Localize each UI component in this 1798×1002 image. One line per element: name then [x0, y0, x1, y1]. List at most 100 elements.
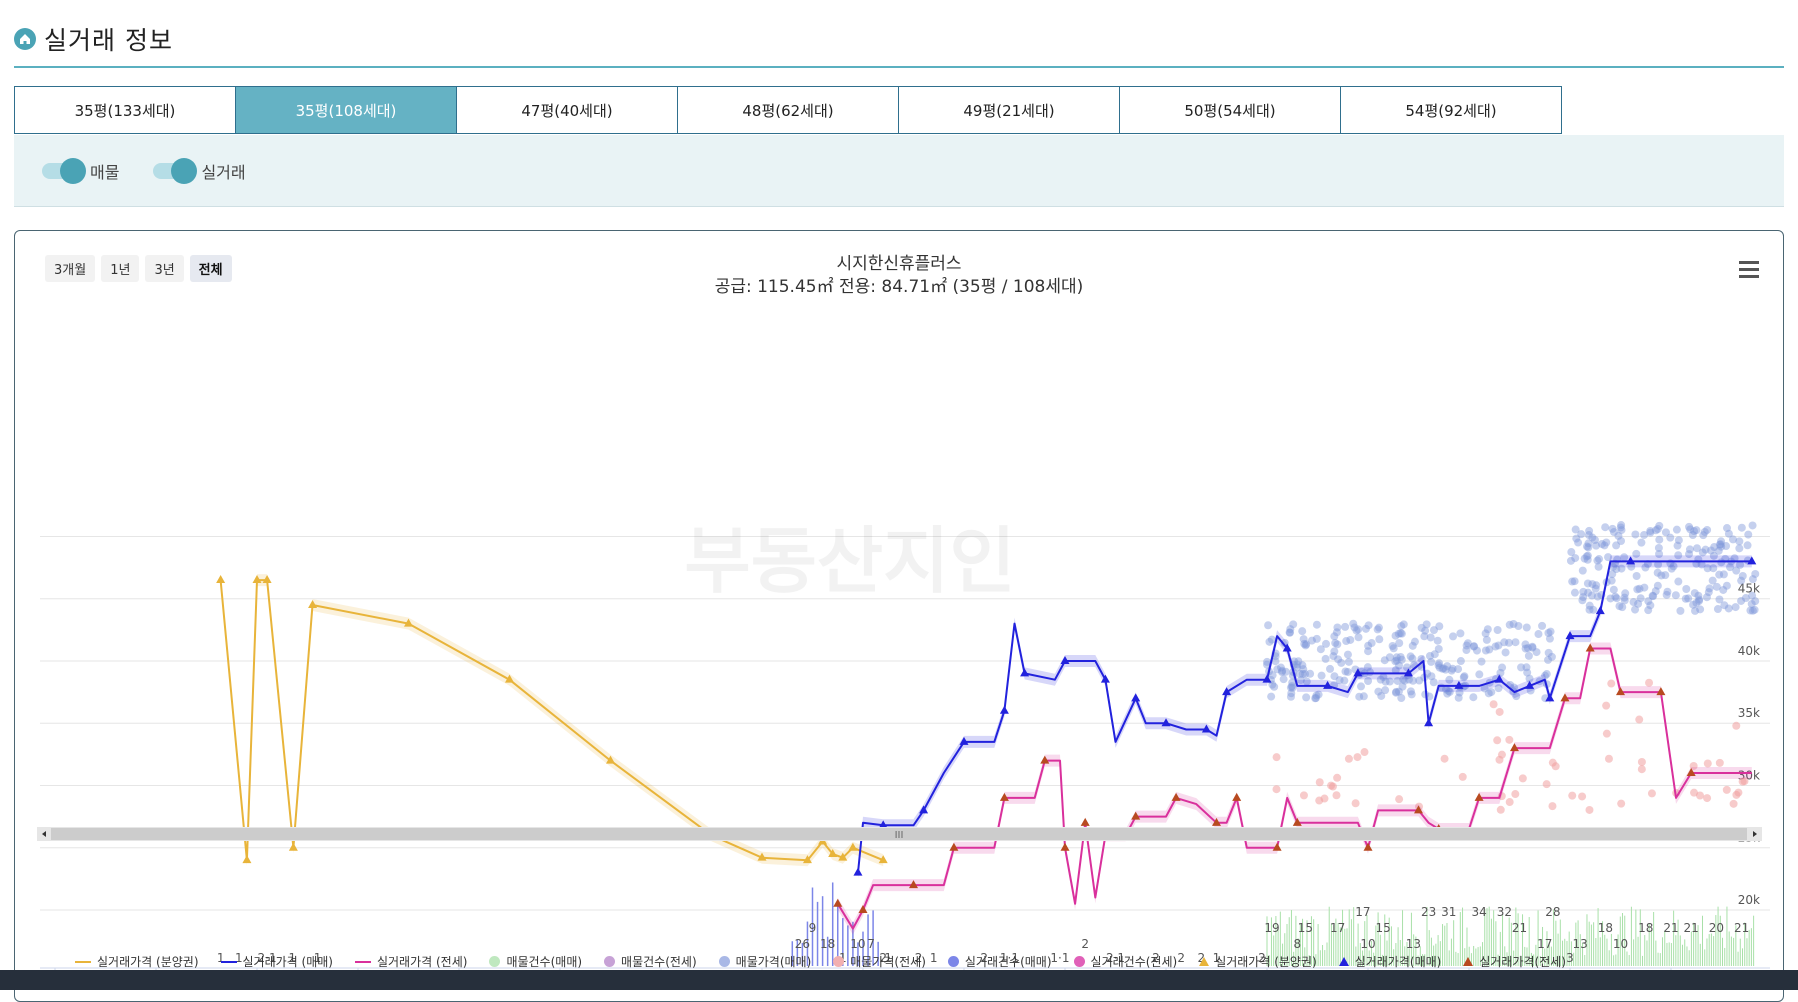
trade-marker[interactable]	[1272, 842, 1282, 851]
legend-item[interactable]: 실거래가격 (분양권)	[75, 953, 199, 970]
trade-marker[interactable]	[1424, 718, 1434, 727]
legend-item[interactable]: 실거래건수(매매)	[947, 953, 1052, 970]
legend-item[interactable]: 매물가격(전세)	[833, 953, 926, 970]
range-button-0[interactable]: 3개월	[45, 255, 96, 282]
hamburger-menu-icon[interactable]	[1739, 261, 1759, 282]
trade-marker[interactable]	[1560, 693, 1570, 702]
trade-marker[interactable]	[853, 867, 863, 876]
legend-item[interactable]: 실거래가격(매매)	[1338, 953, 1441, 970]
tab-size-5[interactable]: 50평(54세대)	[1120, 86, 1341, 134]
trade-marker[interactable]	[1100, 674, 1110, 683]
trade-marker[interactable]	[1686, 768, 1696, 777]
listing-point-sale	[1364, 677, 1373, 686]
trade-marker[interactable]	[1040, 755, 1050, 764]
trade-marker[interactable]	[1545, 693, 1555, 702]
trade-marker[interactable]	[909, 880, 918, 889]
trade-marker[interactable]	[878, 855, 888, 864]
trade-marker[interactable]	[262, 575, 272, 584]
trade-marker[interactable]	[252, 575, 262, 584]
trade-marker[interactable]	[1414, 805, 1423, 814]
trade-marker[interactable]	[1232, 792, 1242, 801]
trade-marker[interactable]	[949, 842, 959, 851]
trade-marker[interactable]	[1060, 842, 1070, 851]
trade-marker[interactable]	[1323, 680, 1333, 689]
trade-marker[interactable]	[216, 575, 226, 584]
tab-size-6[interactable]: 54평(92세대)	[1341, 86, 1562, 134]
range-button-3[interactable]: 전체	[189, 255, 232, 282]
trade-marker[interactable]	[1161, 718, 1171, 727]
trade-marker[interactable]	[1262, 674, 1272, 683]
trade-marker[interactable]	[1747, 556, 1757, 565]
trade-marker[interactable]	[1353, 668, 1363, 677]
trade-marker[interactable]	[1171, 792, 1181, 801]
trade-marker[interactable]	[1494, 674, 1504, 683]
trade-marker[interactable]	[1656, 687, 1666, 696]
trade-marker[interactable]	[1626, 556, 1636, 565]
toggle-switch[interactable]	[42, 157, 86, 184]
trade-marker[interactable]	[1131, 693, 1141, 702]
scrollbar-thumb[interactable]	[51, 828, 1747, 840]
tab-size-0[interactable]: 35평(133세대)	[14, 86, 236, 134]
range-button-2[interactable]: 3년	[145, 255, 184, 282]
trade-marker[interactable]	[959, 736, 969, 745]
tab-size-3[interactable]: 48평(62세대)	[678, 86, 899, 134]
trade-marker[interactable]	[288, 842, 298, 851]
trade-marker[interactable]	[833, 898, 843, 907]
trade-marker[interactable]	[1454, 680, 1464, 689]
legend-item[interactable]: 실거래가격 (분양권)	[1199, 953, 1317, 970]
legend-item[interactable]: 매물가격(매매)	[718, 953, 811, 970]
trade-marker[interactable]	[999, 792, 1009, 801]
trade-marker[interactable]	[757, 852, 767, 861]
trade-marker[interactable]	[606, 755, 615, 764]
count-label: 15	[1298, 921, 1313, 935]
toggle-switch[interactable]	[153, 157, 198, 184]
trade-marker[interactable]	[1222, 687, 1232, 696]
legend-item[interactable]: 실거래건수(전세)	[1073, 953, 1177, 970]
trade-marker[interactable]	[828, 848, 838, 857]
legend-item[interactable]: 실거래가격(전세)	[1463, 953, 1566, 970]
listing-point-sale	[1617, 536, 1626, 545]
trade-marker[interactable]	[308, 599, 318, 608]
trade-marker[interactable]	[1282, 643, 1292, 652]
trade-marker[interactable]	[1585, 643, 1595, 652]
trade-marker[interactable]	[838, 852, 848, 861]
trade-marker[interactable]	[1525, 680, 1535, 689]
trade-marker[interactable]	[1080, 817, 1090, 826]
tab-size-4[interactable]: 49평(21세대)	[899, 86, 1120, 134]
legend-item[interactable]: 매물건수(매매)	[489, 953, 582, 970]
toggle-1[interactable]: 실거래	[153, 157, 246, 184]
trade-marker[interactable]	[1292, 817, 1302, 826]
trade-marker[interactable]	[1212, 817, 1221, 826]
trade-marker[interactable]	[999, 705, 1009, 714]
range-button-1[interactable]: 1년	[101, 255, 140, 282]
trade-marker[interactable]	[848, 842, 858, 851]
tab-size-2[interactable]: 47평(40세대)	[457, 86, 678, 134]
trade-marker[interactable]	[1595, 606, 1605, 615]
trade-marker[interactable]	[1616, 687, 1625, 696]
trade-marker[interactable]	[802, 855, 812, 864]
trade-marker[interactable]	[505, 674, 514, 683]
trade-marker[interactable]	[1509, 743, 1519, 752]
tab-size-1[interactable]: 35평(108세대)	[236, 86, 457, 134]
listing-point-jeonse	[1585, 805, 1594, 814]
trade-marker[interactable]	[1131, 811, 1141, 820]
legend-item[interactable]: 매물건수(전세)	[604, 953, 697, 970]
trade-marker[interactable]	[1020, 668, 1030, 677]
trade-marker[interactable]	[242, 855, 252, 864]
scroll-left-icon[interactable]	[42, 831, 46, 837]
trade-marker[interactable]	[1474, 792, 1484, 801]
trade-marker[interactable]	[1060, 655, 1070, 664]
trade-marker[interactable]	[404, 618, 413, 627]
trade-marker[interactable]	[858, 904, 868, 913]
legend-item[interactable]: 실거래가격 (전세)	[354, 953, 467, 970]
trade-marker[interactable]	[1565, 631, 1575, 640]
trade-marker[interactable]	[878, 820, 888, 829]
legend-item[interactable]: 실거래가격 (매매)	[220, 953, 333, 970]
trade-marker[interactable]	[919, 805, 929, 814]
listing-point-sale	[1710, 542, 1719, 551]
trade-marker[interactable]	[1201, 724, 1211, 733]
trade-marker[interactable]	[1403, 668, 1413, 677]
scroll-right-icon[interactable]	[1753, 831, 1757, 837]
trade-marker[interactable]	[1363, 842, 1373, 851]
toggle-0[interactable]: 매물	[42, 157, 119, 184]
